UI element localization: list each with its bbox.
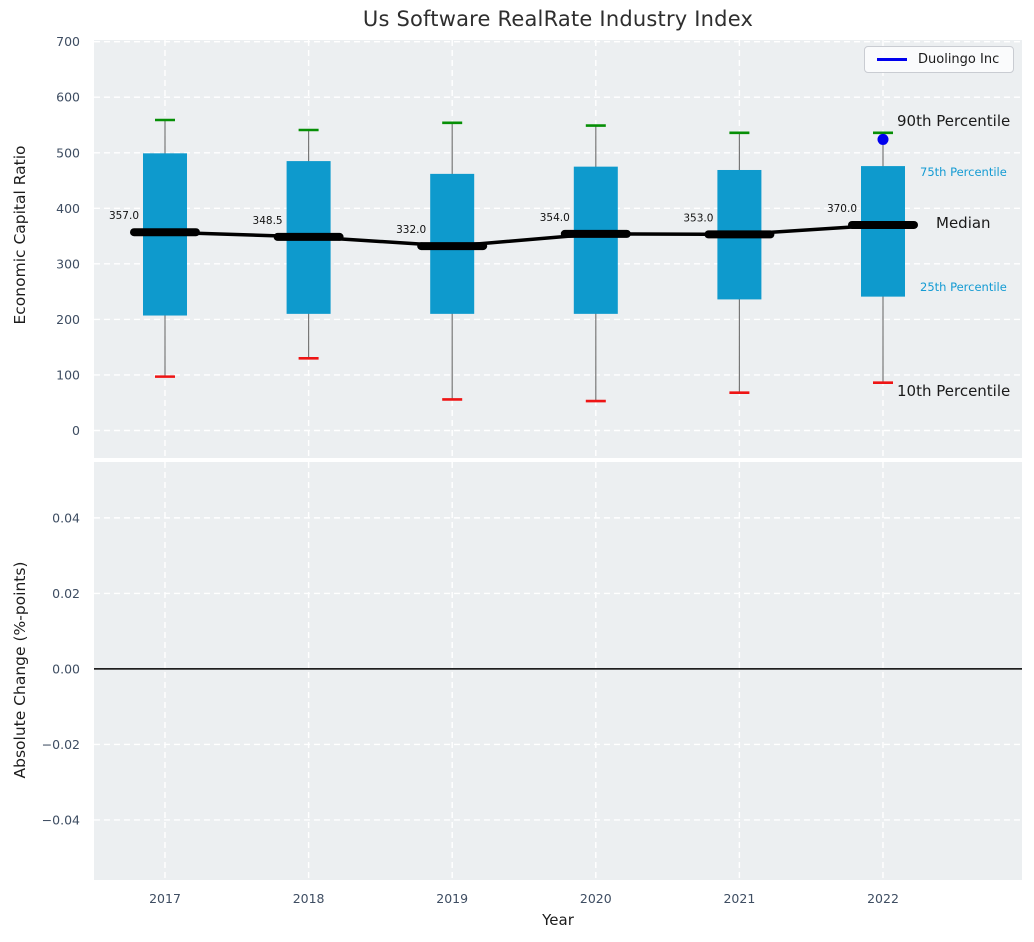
xtick-label: 2018 [293, 891, 325, 906]
y-axis-label-bottom: Absolute Change (%-points) [11, 561, 29, 779]
legend-line-icon [877, 58, 907, 61]
ytick-label-top: 600 [56, 90, 80, 105]
ytick-label-top: 200 [56, 312, 80, 327]
annotation-10th-percentile: 10th Percentile [897, 382, 1011, 400]
annotation-median: Median [936, 214, 991, 232]
xtick-label: 2021 [723, 891, 755, 906]
median-label-2019: 332.0 [396, 224, 426, 236]
xtick-label: 2019 [436, 891, 468, 906]
annotation-90th-percentile: 90th Percentile [897, 112, 1011, 130]
ytick-label-bottom: −0.04 [42, 812, 80, 827]
annotation-25th-percentile: 25th Percentile [920, 280, 1007, 294]
chart-title: Us Software RealRate Industry Index [362, 7, 754, 31]
ytick-label-top: 300 [56, 256, 80, 271]
median-label-2018: 348.5 [253, 215, 283, 227]
y-axis-label-top: Economic Capital Ratio [11, 145, 29, 325]
ytick-label-top: 0 [72, 423, 80, 438]
legend: Duolingo Inc [864, 46, 1014, 73]
legend-label: Duolingo Inc [918, 52, 1000, 67]
ytick-label-bottom: 0.00 [52, 661, 80, 676]
ytick-label-top: 700 [56, 34, 80, 49]
xtick-label: 2017 [149, 891, 181, 906]
box-2022 [861, 166, 905, 297]
xtick-label: 2020 [580, 891, 612, 906]
median-label-2021: 353.0 [683, 212, 713, 224]
xtick-label: 2022 [867, 891, 899, 906]
median-trend-line [164, 223, 884, 248]
duolingo-point [877, 133, 889, 145]
median-label-2022: 370.0 [827, 203, 857, 215]
ytick-label-bottom: −0.02 [42, 737, 80, 752]
axes-absolute-change [94, 462, 1022, 880]
median-label-2020: 354.0 [540, 212, 570, 224]
ytick-label-bottom: 0.02 [52, 586, 80, 601]
x-axis-label: Year [542, 911, 574, 929]
median-label-2017: 357.0 [109, 210, 139, 222]
annotation-75th-percentile: 75th Percentile [920, 165, 1007, 179]
box-2020 [573, 166, 618, 314]
ytick-label-top: 400 [56, 201, 80, 216]
ytick-label-top: 100 [56, 367, 80, 382]
ytick-label-top: 500 [56, 145, 80, 160]
ytick-label-bottom: 0.04 [52, 510, 80, 525]
